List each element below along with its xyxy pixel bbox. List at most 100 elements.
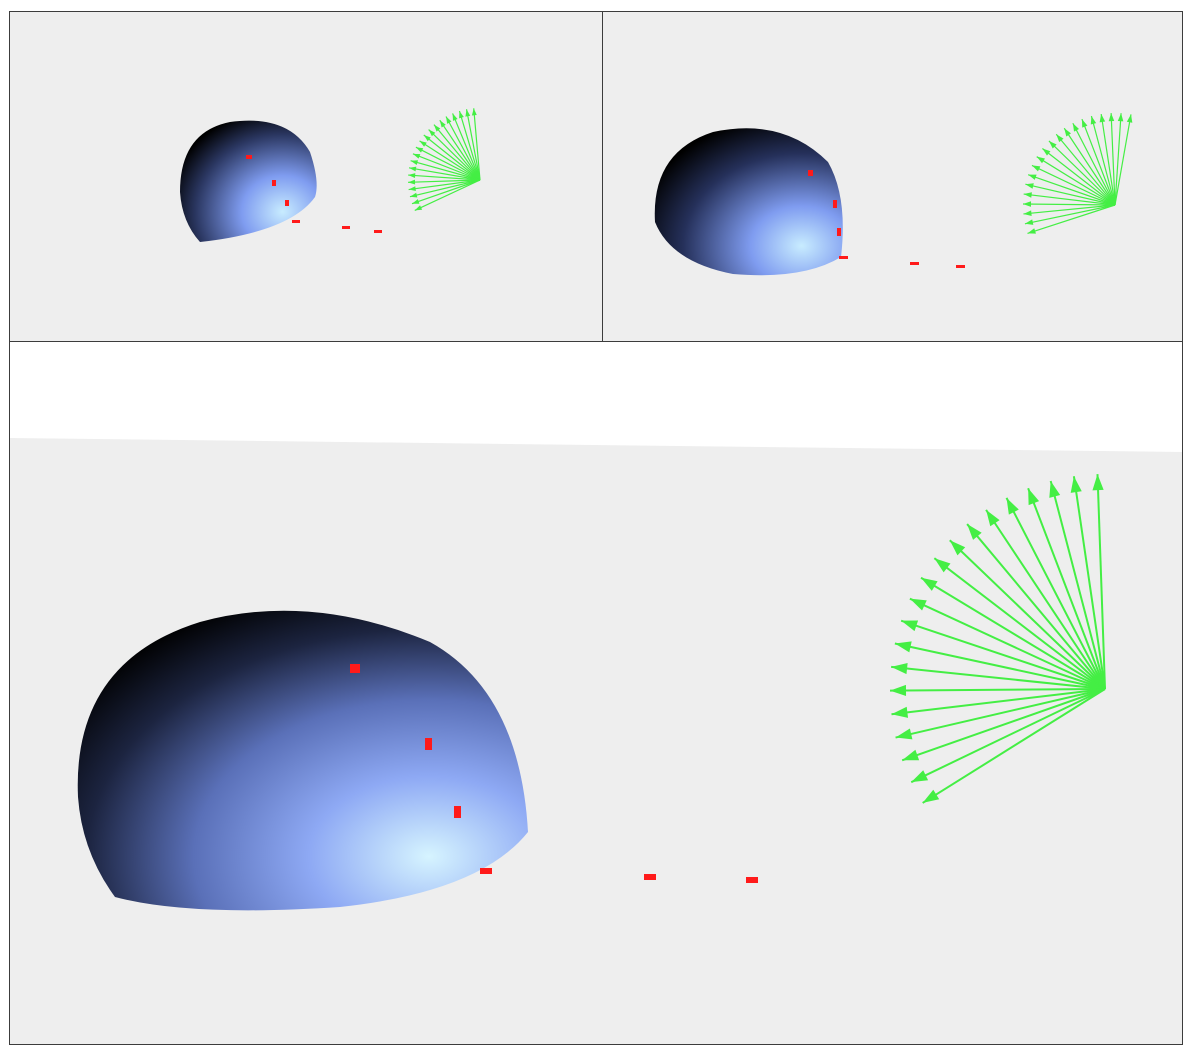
green-arrow-vector [408, 179, 481, 183]
green-arrow-vector [1023, 193, 1116, 206]
arrow-head [1036, 156, 1045, 164]
red-point-marker [272, 180, 276, 186]
main-scene [10, 342, 1182, 1044]
red-point-marker [644, 874, 656, 880]
green-arrow-vector [409, 179, 481, 198]
main-view[interactable] [10, 342, 1182, 1044]
arrow-head [415, 147, 424, 153]
red-point-marker [374, 230, 382, 233]
arrow-head [459, 110, 464, 119]
green-arrow-vector [933, 557, 1106, 690]
arrow-head [1092, 474, 1104, 491]
green-arrow-vector [415, 146, 481, 181]
top-left-view[interactable] [10, 12, 603, 342]
green-arrow-vector [473, 108, 481, 181]
arrow-head [1126, 114, 1133, 123]
green-arrow-vector [423, 134, 481, 181]
green-arrow-vector [966, 523, 1106, 690]
arrow-head [890, 684, 907, 697]
green-arrow-vector [1005, 497, 1106, 690]
red-point-marker [350, 664, 360, 673]
green-arrow-vector [428, 129, 481, 181]
green-arrow-vector [920, 576, 1106, 690]
green-arrow-vector [1081, 118, 1116, 206]
arrow-head [891, 706, 909, 718]
green-arrow-vector [985, 509, 1106, 690]
green-arrow-vector [458, 110, 481, 181]
hemisphere-shape [654, 128, 843, 276]
arrow-head [1064, 128, 1072, 137]
arrow-head [902, 749, 920, 761]
arrow-head [1056, 134, 1064, 143]
arrow-head [1117, 113, 1124, 122]
red-point-marker [454, 806, 461, 818]
arrow-head [1027, 228, 1036, 234]
arrow-head [921, 577, 938, 591]
red-point-marker [808, 170, 813, 176]
arrow-head [1023, 201, 1032, 207]
hemisphere-shape [180, 120, 317, 242]
green-arrow-vector [411, 179, 481, 205]
green-arrow-vector [414, 179, 481, 211]
arrow-head [423, 134, 431, 142]
marker-group [246, 155, 382, 233]
green-arrow-vector [439, 119, 481, 181]
arrow-head [1081, 119, 1088, 128]
arrow-head [967, 524, 982, 540]
green-arrow-vector [1096, 474, 1106, 690]
green-arrow-vector [408, 174, 481, 181]
green-arrow-vector [1090, 115, 1116, 206]
red-point-marker [480, 868, 492, 874]
red-point-marker [839, 256, 848, 259]
green-arrow-vector [889, 688, 1106, 692]
arrow-head [1025, 183, 1034, 189]
arrow-head [471, 108, 477, 116]
green-arrow-vector [900, 619, 1106, 690]
green-arrow-vector [1024, 204, 1116, 225]
green-arrow-vector [922, 688, 1106, 804]
red-point-marker [910, 262, 919, 265]
arrow-head [408, 173, 416, 178]
arrow-head [412, 199, 420, 204]
green-arrow-vector [408, 167, 481, 181]
green-arrow-vector [891, 688, 1106, 716]
green-arrow-vector [910, 688, 1106, 784]
green-arrow-vector [1022, 203, 1116, 206]
green-arrow-vector [408, 179, 481, 191]
arrow-head [465, 109, 471, 117]
green-arrow-vector [1114, 114, 1132, 206]
arrow-head [1090, 116, 1097, 125]
top-right-view[interactable] [603, 12, 1182, 342]
red-point-marker [285, 200, 289, 206]
arrow-head [419, 140, 427, 147]
arrow-head [1028, 488, 1040, 506]
top-left-scene [10, 12, 602, 341]
green-arrow-vector [1027, 487, 1106, 690]
green-arrow-vector [410, 160, 481, 181]
arrow-head [409, 192, 418, 198]
top-right-scene [603, 12, 1182, 341]
arrow-head [1108, 113, 1115, 122]
arrow-head [452, 113, 458, 121]
marker-group [350, 664, 758, 883]
green-arrow-vector [1049, 480, 1106, 690]
arrow-head [409, 166, 417, 172]
red-point-marker [342, 226, 350, 229]
red-point-marker [292, 220, 300, 223]
green-arrow-vector [1100, 113, 1116, 206]
arrow-head [439, 120, 446, 128]
arrow-head [414, 205, 423, 211]
arrow-head [891, 662, 908, 675]
green-arrow-vector [1114, 113, 1122, 206]
arrow-head [901, 620, 919, 632]
arrow-head [986, 509, 1000, 527]
arrow-head [909, 598, 927, 611]
green-arrow-vector [419, 140, 481, 181]
arrow-head [934, 558, 951, 573]
arrow-head [1099, 114, 1106, 123]
arrow-head [412, 153, 421, 159]
arrow-head [1028, 174, 1037, 180]
arrow-head [1072, 123, 1080, 132]
red-point-marker [956, 265, 965, 268]
green-arrow-vector [1027, 204, 1116, 235]
